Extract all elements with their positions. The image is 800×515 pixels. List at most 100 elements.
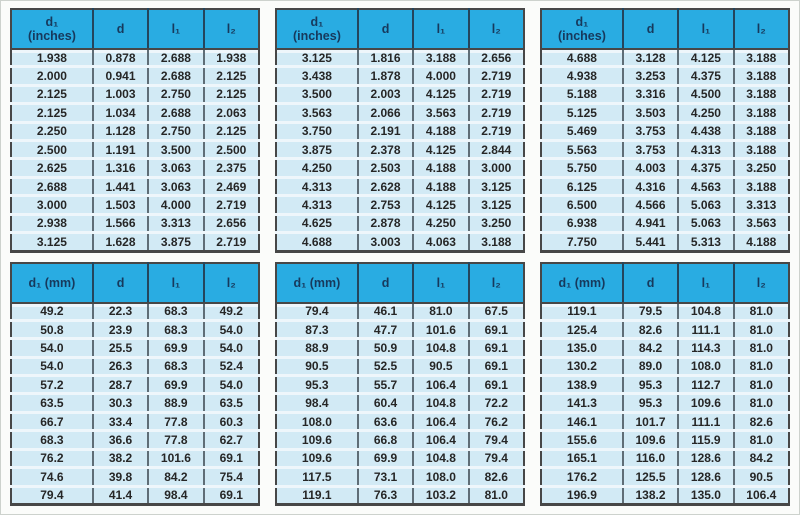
table-cell: 3.438 — [276, 66, 358, 87]
table-cell: 87.3 — [276, 320, 358, 341]
table-cell: 104.8 — [412, 449, 469, 470]
table-row: 5.750 4.003 4.375 3.250 — [541, 158, 789, 179]
table-cell: 104.8 — [677, 302, 734, 322]
table-cell: 138.9 — [541, 375, 623, 396]
table-row: 2.125 1.003 2.750 2.125 — [11, 85, 259, 106]
table-row: 165.1 116.0 128.6 84.2 — [541, 449, 789, 470]
table-cell: 30.3 — [91, 393, 149, 414]
table-cell: 49.2 — [11, 302, 93, 322]
table-row: 2.125 1.034 2.688 2.063 — [11, 103, 259, 124]
column-header-1: d — [91, 9, 149, 50]
table-row: 3.750 2.191 4.188 2.719 — [276, 122, 524, 143]
table-cell: 104.8 — [412, 393, 469, 414]
table-row: 108.0 63.6 106.4 76.2 — [276, 412, 524, 433]
dimension-table-inches-1: d₁ (inches) d l₁ l₂ 1.938 0.878 2.688 1.938 2.000… — [10, 8, 260, 253]
table-cell: 101.7 — [621, 412, 679, 433]
table-cell: 4.000 — [412, 66, 469, 87]
table-row: 7.750 5.441 5.313 4.188 — [541, 232, 789, 251]
column-header-2: l₁ — [677, 9, 734, 50]
table-cell: 81.0 — [732, 338, 789, 359]
table-cell: 1.316 — [91, 158, 149, 179]
table-cell: 1.503 — [91, 195, 149, 216]
table-row: 196.9 138.2 135.0 106.4 — [541, 486, 789, 505]
table-cell: 2.719 — [467, 66, 524, 87]
table-cell: 79.4 — [467, 449, 524, 470]
table-cell: 90.5 — [412, 357, 469, 378]
table-row: 176.2 125.5 128.6 90.5 — [541, 467, 789, 488]
table-cell: 1.034 — [91, 103, 149, 124]
table-cell: 84.2 — [621, 338, 679, 359]
table-cell: 52.4 — [202, 357, 259, 378]
table-cell: 5.750 — [541, 158, 623, 179]
header-row: d₁ (inches) d l₁ l₂ — [11, 9, 259, 50]
table-cell: 25.5 — [91, 338, 149, 359]
table-cell: 6.500 — [541, 195, 623, 216]
table-cell: 1.191 — [91, 140, 149, 161]
table-cell: 7.750 — [541, 232, 623, 251]
table-row: 4.625 2.878 4.250 3.250 — [276, 214, 524, 235]
table-cell: 4.938 — [541, 66, 623, 87]
table-cell: 2.688 — [147, 66, 204, 87]
table-row: 2.500 1.191 3.500 2.500 — [11, 140, 259, 161]
table-row: 4.688 3.003 4.063 3.188 — [276, 232, 524, 251]
table-cell: 3.003 — [356, 232, 414, 251]
table-cell: 128.6 — [677, 449, 734, 470]
table-cell: 84.2 — [732, 449, 789, 470]
table-row: 66.7 33.4 77.8 60.3 — [11, 412, 259, 433]
column-header-2: l₁ — [147, 9, 204, 50]
table-cell: 4.003 — [621, 158, 679, 179]
table-cell: 176.2 — [541, 467, 623, 488]
table-cell: 98.4 — [276, 393, 358, 414]
table-row: 135.0 84.2 114.3 81.0 — [541, 338, 789, 359]
table-cell: 3.563 — [412, 103, 469, 124]
table-row: 119.1 79.5 104.8 81.0 — [541, 302, 789, 322]
table-cell: 2.375 — [202, 158, 259, 179]
table-row: 125.4 82.6 111.1 81.0 — [541, 320, 789, 341]
table-cell: 54.0 — [11, 357, 93, 378]
table-cell: 125.5 — [621, 467, 679, 488]
table-cell: 90.5 — [276, 357, 358, 378]
table-row: 49.2 22.3 68.3 49.2 — [11, 302, 259, 322]
table-row: 2.688 1.441 3.063 2.469 — [11, 177, 259, 198]
table-cell: 1.938 — [11, 49, 93, 69]
table-cell: 128.6 — [677, 467, 734, 488]
table-cell: 2.625 — [11, 158, 93, 179]
table-cell: 101.6 — [147, 449, 204, 470]
table-cell: 3.125 — [11, 232, 93, 251]
table-cell: 54.0 — [11, 338, 93, 359]
table-row: 3.563 2.066 3.563 2.719 — [276, 103, 524, 124]
table-cell: 4.313 — [677, 140, 734, 161]
table-cell: 3.750 — [276, 122, 358, 143]
table-cell: 90.5 — [732, 467, 789, 488]
table-row: 130.2 89.0 108.0 81.0 — [541, 357, 789, 378]
table-cell: 82.6 — [467, 467, 524, 488]
table-cell: 54.0 — [202, 338, 259, 359]
table-cell: 108.0 — [276, 412, 358, 433]
table-cell: 76.2 — [467, 412, 524, 433]
table-cell: 4.375 — [677, 158, 734, 179]
table-container-inches-3: d₁ (inches) d l₁ l₂ 4.688 3.128 4.125 3.188 4.938… — [540, 8, 790, 253]
table-row: 6.938 4.941 5.063 3.563 — [541, 214, 789, 235]
table-row: 5.188 3.316 4.500 3.188 — [541, 85, 789, 106]
table-cell: 3.128 — [621, 49, 679, 69]
table-cell: 4.438 — [677, 122, 734, 143]
table-row: 5.469 3.753 4.438 3.188 — [541, 122, 789, 143]
table-cell: 106.4 — [412, 430, 469, 451]
table-cell: 108.0 — [412, 467, 469, 488]
table-row: 5.563 3.753 4.313 3.188 — [541, 140, 789, 161]
table-cell: 95.3 — [276, 375, 358, 396]
table-row: 63.5 30.3 88.9 63.5 — [11, 393, 259, 414]
table-cell: 117.5 — [276, 467, 358, 488]
table-cell: 3.753 — [621, 122, 679, 143]
table-row: 109.6 66.8 106.4 79.4 — [276, 430, 524, 451]
table-cell: 4.375 — [677, 66, 734, 87]
table-cell: 3.188 — [732, 66, 789, 87]
table-container-mm-2: d₁ (mm) d l₁ l₂ 79.4 46.1 81.0 67.5 87.3 47.7 101.… — [275, 261, 525, 506]
column-header-3: l₂ — [467, 262, 524, 304]
table-cell: 4.250 — [677, 103, 734, 124]
column-header-1: d — [356, 9, 414, 50]
table-cell: 2.066 — [356, 103, 414, 124]
table-row: 4.313 2.753 4.125 3.125 — [276, 195, 524, 216]
table-cell: 3.875 — [147, 232, 204, 251]
